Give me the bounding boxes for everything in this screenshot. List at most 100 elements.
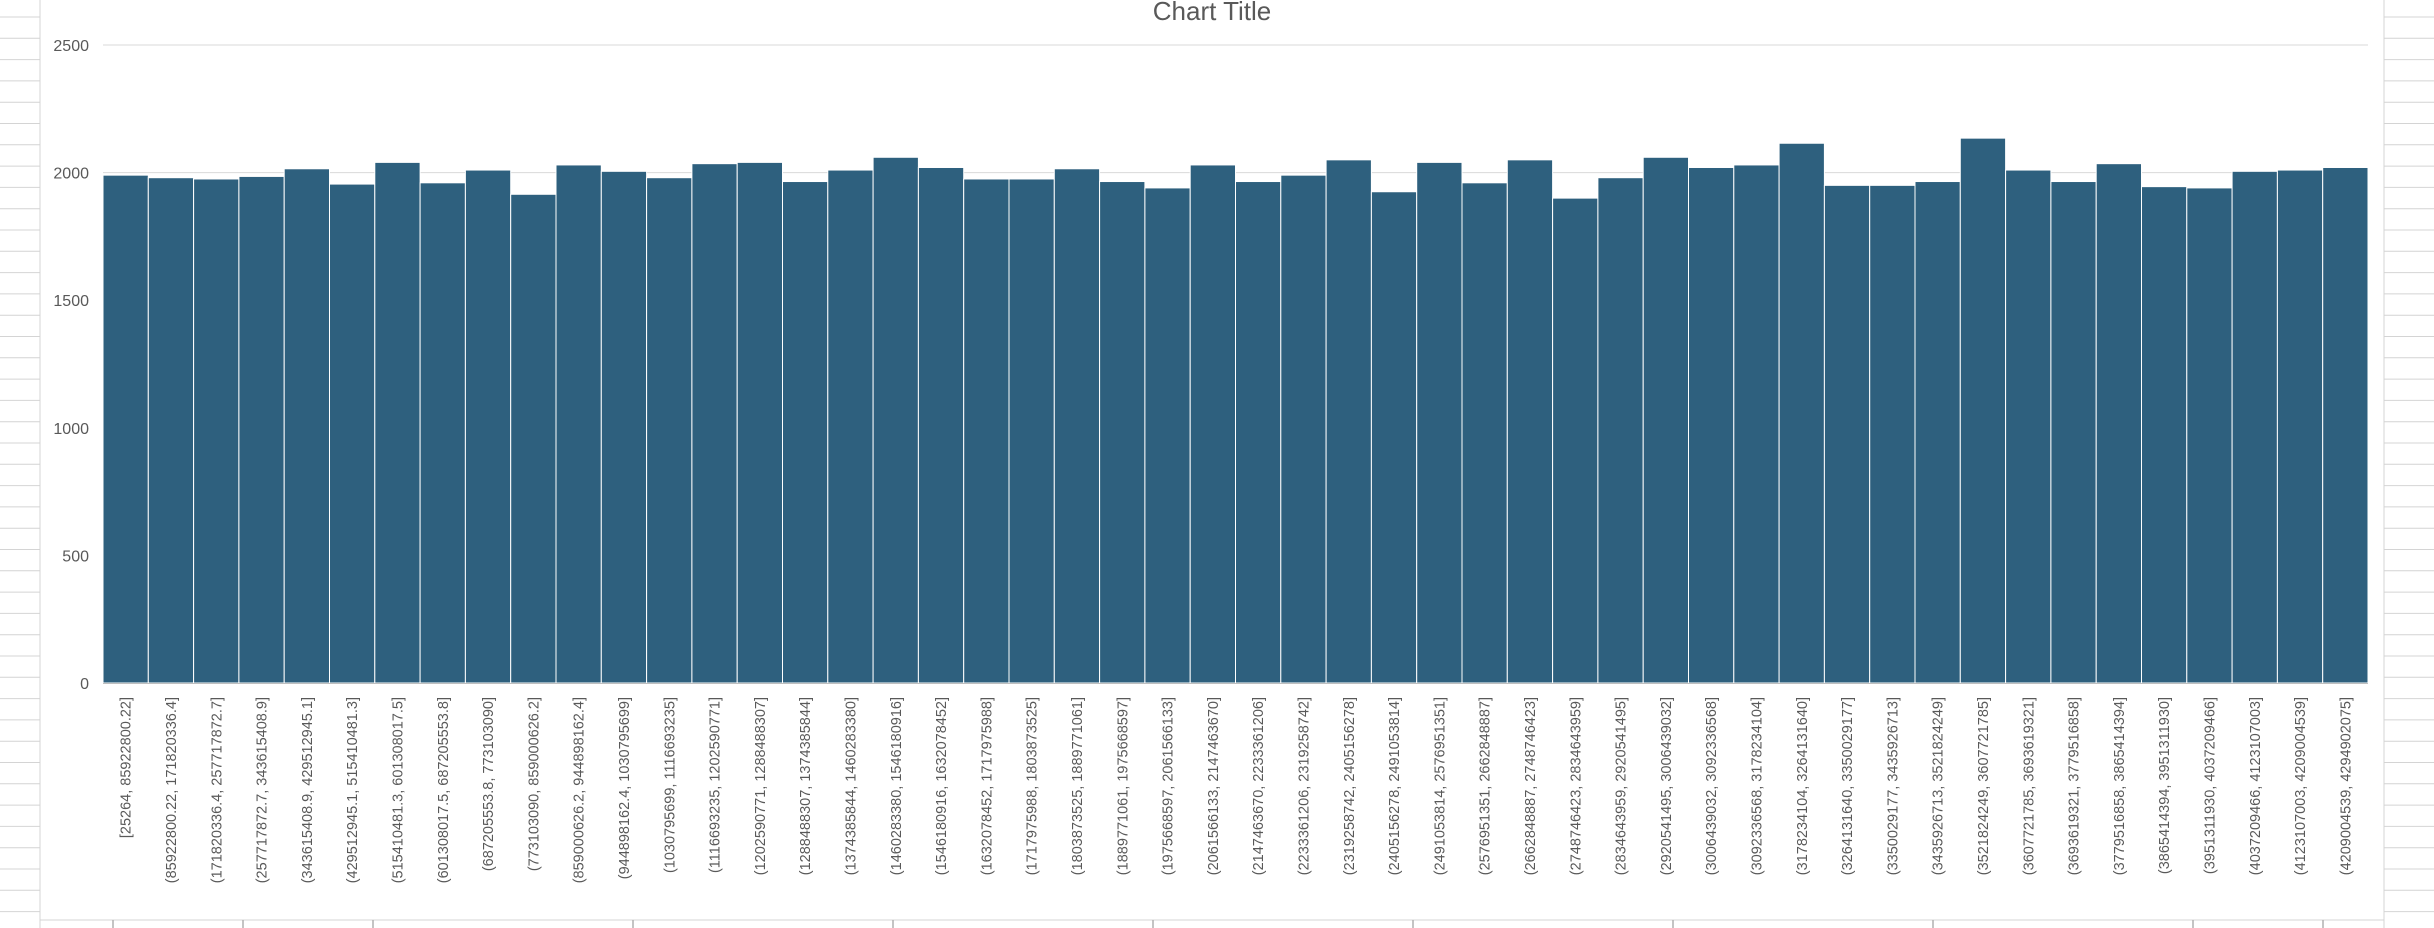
bar[interactable] (917, 166, 965, 684)
bar[interactable] (283, 168, 331, 684)
x-tick-label: (4037209466, 4123107003] (2248, 697, 2264, 875)
bar[interactable] (963, 178, 1010, 684)
bar[interactable] (329, 183, 376, 684)
x-tick-label: (2233361206, 2319258742] (1296, 697, 1312, 875)
x-tick-label: (2920541495, 3006439032] (1659, 697, 1675, 875)
bar[interactable] (464, 169, 512, 684)
x-tick-label: [25264, 85922800.22] (119, 697, 135, 838)
x-tick-label: (1717975988, 1803873525] (1025, 697, 1041, 875)
x-tick-label: (1460283380, 1546180916] (889, 697, 905, 875)
bar[interactable] (1416, 161, 1463, 684)
bar[interactable] (2276, 169, 2324, 684)
bar[interactable] (1552, 197, 1599, 684)
y-tick-label: 0 (80, 676, 89, 693)
x-tick-label: (3350029177, 3435926713] (1885, 697, 1901, 875)
y-tick-label: 2500 (53, 38, 89, 55)
bar[interactable] (193, 178, 240, 684)
x-tick-label: (3435926713, 3521824249] (1931, 697, 1947, 875)
bar[interactable] (2141, 186, 2188, 684)
x-tick-label: (1116693235, 1202590771] (708, 697, 724, 873)
bar[interactable] (2095, 163, 2142, 684)
bar[interactable] (374, 161, 421, 684)
x-tick-label: (85922800.22, 171820336.4] (164, 697, 180, 883)
x-tick-label: (3264131640, 3350029177] (1840, 697, 1856, 875)
bar[interactable] (1823, 184, 1871, 684)
x-tick-label: (859000626.2, 944898162.4] (572, 697, 588, 883)
x-tick-label: (3006439032, 3092336568] (1704, 697, 1720, 875)
bar[interactable] (1099, 181, 1146, 684)
x-tick-label: (2491053814, 2576951351] (1432, 697, 1448, 875)
bar[interactable] (2050, 181, 2097, 684)
bar[interactable] (1869, 184, 1916, 684)
bar[interactable] (1597, 177, 1644, 684)
bar[interactable] (1235, 181, 1282, 684)
bar[interactable] (827, 169, 874, 684)
bar[interactable] (2186, 187, 2233, 684)
bar[interactable] (1144, 187, 1191, 684)
x-tick-label: (4209004539, 4294902075] (2338, 697, 2354, 875)
bar[interactable] (102, 174, 149, 684)
bar[interactable] (2231, 170, 2278, 684)
bar[interactable] (1642, 156, 1689, 684)
bars[interactable] (102, 137, 2369, 684)
x-tick-label: (944898162.4, 1030795699] (617, 697, 633, 879)
x-tick-label: (3693619321, 3779516858] (2067, 697, 2083, 875)
bar[interactable] (419, 182, 466, 684)
bar[interactable] (736, 161, 784, 684)
bar[interactable] (1189, 164, 1236, 684)
x-tick-label: (601308017.5, 687205553.8] (436, 697, 452, 883)
x-tick-label: (1374385844, 1460283380] (843, 697, 859, 875)
bar[interactable] (872, 156, 919, 684)
bar[interactable] (1280, 174, 1327, 684)
y-tick-label: 1500 (53, 293, 89, 310)
bar[interactable] (691, 163, 738, 684)
bar[interactable] (1688, 166, 1735, 684)
x-tick-label: (2147463670, 2233361206] (1251, 697, 1267, 875)
x-tick-label: (3607721785, 3693619321] (2021, 697, 2037, 875)
x-tick-label: (3521824249, 3607721785] (1976, 697, 1992, 875)
bar[interactable] (2322, 166, 2369, 684)
chart-title: Chart Title (1153, 0, 1272, 26)
bar[interactable] (1370, 191, 1418, 684)
bar[interactable] (600, 170, 648, 684)
x-tick-label: (2405156278, 2491053814] (1387, 697, 1403, 875)
bar[interactable] (147, 177, 195, 684)
bar[interactable] (1914, 181, 1961, 684)
x-tick-label: (1288488307, 1374385844] (798, 697, 814, 875)
bar[interactable] (1506, 159, 1554, 684)
y-tick-label: 500 (62, 548, 89, 565)
x-tick-label: (3951311930, 4037209466] (2202, 697, 2218, 874)
x-tick-label: (1889771061, 1975668597] (1115, 697, 1131, 875)
x-tick-label: (515410481.3, 601308017.5] (390, 697, 406, 883)
x-tick-label: (2834643959, 2920541495] (1614, 697, 1630, 875)
bar[interactable] (1325, 159, 1372, 684)
bar[interactable] (1008, 178, 1055, 684)
bar[interactable] (782, 181, 829, 684)
x-tick-label: (3092336568, 3178234104] (1749, 697, 1765, 875)
bar[interactable] (646, 177, 693, 684)
bar[interactable] (1959, 137, 2007, 684)
x-tick-label: (429512945.1, 515410481.3] (345, 697, 361, 883)
bar[interactable] (238, 175, 285, 684)
x-tick-label: (3865414394, 3951311930] (2157, 697, 2173, 874)
bar[interactable] (2005, 169, 2052, 684)
bar[interactable] (510, 193, 557, 684)
x-tick-label: (1546180916, 1632078452] (934, 697, 950, 875)
x-tick-label: (1030795699, 1116693235] (662, 697, 678, 873)
x-tick-label: (1975668597, 2061566133] (1161, 697, 1177, 875)
x-tick-label: (773103090, 859000626.2] (526, 697, 542, 871)
x-tick-label: (2061566133, 2147463670] (1206, 697, 1222, 875)
x-tick-label: (3779516858, 3865414394] (2112, 697, 2128, 875)
y-tick-label: 2000 (53, 166, 89, 183)
x-tick-label: (2662848887, 2748746423] (1523, 697, 1539, 875)
bar[interactable] (1733, 164, 1780, 684)
bar[interactable] (1053, 168, 1101, 684)
bar[interactable] (1778, 142, 1825, 684)
bar[interactable] (555, 164, 602, 684)
y-tick-label: 1000 (53, 421, 89, 438)
x-tick-label: (4123107003, 4209004539] (2293, 697, 2309, 875)
x-tick-label: (687205553.8, 773103090] (481, 697, 497, 871)
bar[interactable] (1461, 182, 1508, 684)
